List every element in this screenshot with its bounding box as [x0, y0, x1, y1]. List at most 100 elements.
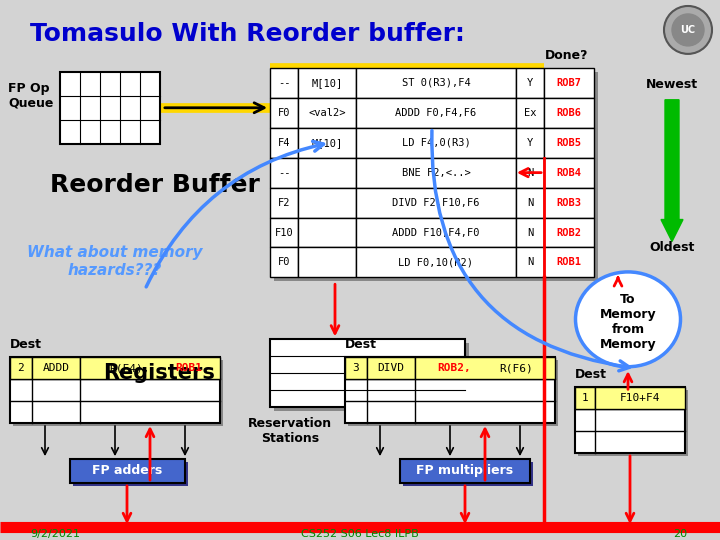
Bar [544, 218, 594, 247]
Text: 1: 1 [582, 393, 588, 403]
Text: M[10]: M[10] [311, 138, 343, 148]
Text: --: -- [278, 167, 290, 178]
Bar [10, 357, 32, 379]
Bar [60, 72, 160, 144]
Bar [367, 357, 415, 379]
Bar [516, 218, 544, 247]
Text: F10+F4: F10+F4 [620, 393, 660, 403]
Text: from
Memory: from Memory [600, 323, 657, 352]
Circle shape [664, 6, 712, 54]
Text: M[10]: M[10] [311, 78, 343, 88]
Bar [298, 187, 356, 218]
Text: ROB1: ROB1 [557, 258, 582, 267]
Text: FP Op
Queue: FP Op Queue [8, 82, 53, 110]
Bar [13, 360, 223, 426]
Bar [356, 187, 516, 218]
Ellipse shape [575, 272, 680, 367]
Text: N: N [527, 227, 533, 238]
Text: Dest: Dest [575, 368, 607, 381]
Bar [578, 390, 688, 456]
Bar [356, 247, 516, 278]
Text: DIVD F2,F10,F6: DIVD F2,F10,F6 [392, 198, 480, 207]
Text: F4: F4 [278, 138, 290, 148]
Circle shape [672, 14, 704, 46]
Text: LD F4,0(R3): LD F4,0(R3) [402, 138, 470, 148]
Text: 20: 20 [673, 529, 687, 539]
Text: Reorder Buffer: Reorder Buffer [50, 173, 260, 197]
Bar [403, 462, 533, 486]
Bar [575, 387, 595, 409]
Bar [70, 459, 185, 483]
Bar [298, 98, 356, 128]
FancyArrow shape [661, 100, 683, 241]
Text: ROB1: ROB1 [176, 363, 203, 373]
Bar [345, 357, 367, 379]
Text: ROB6: ROB6 [557, 108, 582, 118]
Text: F0: F0 [278, 258, 290, 267]
Bar [298, 247, 356, 278]
Bar [544, 158, 594, 187]
Text: ADDD F0,F4,F6: ADDD F0,F4,F6 [395, 108, 477, 118]
Bar [356, 128, 516, 158]
Text: F0: F0 [278, 108, 290, 118]
Text: FP multipliers: FP multipliers [416, 464, 513, 477]
Bar [274, 343, 469, 411]
Text: LD F0,10(R2): LD F0,10(R2) [398, 258, 474, 267]
Bar [345, 357, 555, 423]
Text: Newest: Newest [646, 78, 698, 91]
Text: FP adders: FP adders [92, 464, 162, 477]
Text: F10: F10 [274, 227, 293, 238]
Bar [544, 98, 594, 128]
Bar [270, 247, 298, 278]
Text: Y: Y [527, 138, 533, 148]
Text: BNE F2,<..>: BNE F2,<..> [402, 167, 470, 178]
Bar [270, 218, 298, 247]
Text: N: N [527, 258, 533, 267]
Text: Dest: Dest [345, 338, 377, 351]
Bar [356, 98, 516, 128]
Bar [80, 357, 220, 379]
Text: ROB7: ROB7 [557, 78, 582, 88]
Bar [575, 387, 685, 453]
Text: ROB2: ROB2 [557, 227, 582, 238]
Bar [516, 98, 544, 128]
Bar [356, 218, 516, 247]
Text: 3: 3 [353, 363, 359, 373]
Bar [544, 68, 594, 98]
Text: Registers: Registers [103, 363, 215, 383]
Bar [516, 68, 544, 98]
Bar [544, 187, 594, 218]
Bar [270, 68, 298, 98]
Bar [544, 128, 594, 158]
Bar [356, 158, 516, 187]
Bar [10, 357, 220, 423]
Text: Oldest: Oldest [649, 241, 695, 254]
Text: DIVD: DIVD [377, 363, 405, 373]
Text: To
Memory: To Memory [600, 293, 657, 321]
Text: ADDD: ADDD [42, 363, 70, 373]
Bar [516, 187, 544, 218]
Text: Dest: Dest [10, 338, 42, 351]
Text: CS252 S06 Lec8 ILPB: CS252 S06 Lec8 ILPB [301, 529, 419, 539]
Bar [595, 387, 685, 409]
Text: 2: 2 [17, 363, 24, 373]
Bar [270, 158, 298, 187]
Text: --: -- [278, 78, 290, 88]
Text: What about memory
hazards???: What about memory hazards??? [27, 245, 203, 278]
Bar [270, 339, 465, 407]
Text: Ex: Ex [523, 108, 536, 118]
Text: <val2>: <val2> [308, 108, 346, 118]
Text: ST 0(R3),F4: ST 0(R3),F4 [402, 78, 470, 88]
Bar [415, 357, 555, 379]
Bar [298, 218, 356, 247]
Bar [298, 128, 356, 158]
Bar [400, 459, 530, 483]
Bar [298, 68, 356, 98]
Text: Tomasulo With Reorder buffer:: Tomasulo With Reorder buffer: [30, 22, 465, 46]
Text: ADDD F10,F4,F0: ADDD F10,F4,F0 [392, 227, 480, 238]
Text: N: N [527, 198, 533, 207]
Text: F2: F2 [278, 198, 290, 207]
Text: 9/2/2021: 9/2/2021 [30, 529, 80, 539]
Bar [348, 360, 558, 426]
Bar [516, 158, 544, 187]
